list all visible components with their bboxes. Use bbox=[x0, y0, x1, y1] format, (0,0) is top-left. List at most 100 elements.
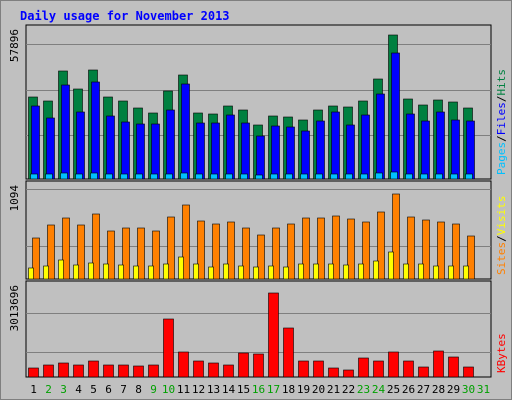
bar-kbytes-day11 bbox=[178, 351, 189, 378]
bar-sites-day11 bbox=[182, 204, 190, 280]
bar-sites-day18 bbox=[287, 223, 295, 280]
x-tick-label: 10 bbox=[162, 383, 175, 396]
bar-visits-day12 bbox=[193, 263, 199, 280]
x-tick-label: 9 bbox=[150, 383, 157, 396]
x-tick-label: 5 bbox=[90, 383, 97, 396]
bar-visits-day4 bbox=[73, 264, 79, 280]
axis-label-kbytes: KBytes bbox=[495, 333, 508, 373]
bar-sites-day4 bbox=[77, 224, 85, 280]
x-tick-label: 14 bbox=[222, 383, 236, 396]
bar-sites-day15 bbox=[242, 227, 250, 280]
bar-kbytes-day12 bbox=[193, 360, 204, 378]
x-tick-label: 26 bbox=[402, 383, 415, 396]
bar-kbytes-day17 bbox=[268, 292, 279, 378]
bar-files-day29 bbox=[451, 119, 460, 180]
bar-kbytes-day13 bbox=[208, 362, 219, 378]
bar-visits-day22 bbox=[343, 264, 349, 280]
bar-pages-day20 bbox=[315, 173, 323, 180]
bar-visits-day28 bbox=[433, 265, 439, 280]
bar-files-day24 bbox=[376, 93, 385, 180]
bar-pages-day8 bbox=[135, 173, 143, 180]
bar-files-day1 bbox=[31, 105, 40, 180]
x-tick-label: 3 bbox=[60, 383, 67, 396]
x-tick-label: 31 bbox=[477, 383, 490, 396]
bar-sites-day8 bbox=[137, 227, 145, 280]
bar-files-day8 bbox=[136, 123, 145, 180]
bar-visits-day1 bbox=[28, 267, 34, 280]
bar-visits-day7 bbox=[118, 264, 124, 280]
ymax-label: 57896 bbox=[8, 29, 21, 62]
x-tick-label: 7 bbox=[120, 383, 127, 396]
bar-files-day5 bbox=[91, 81, 100, 180]
bar-sites-day9 bbox=[152, 230, 160, 280]
bar-pages-day25 bbox=[390, 171, 398, 180]
bar-visits-day26 bbox=[403, 263, 409, 280]
bar-pages-day15 bbox=[240, 173, 248, 180]
bar-kbytes-day26 bbox=[403, 360, 414, 378]
bar-sites-day23 bbox=[362, 221, 370, 280]
bar-pages-day24 bbox=[375, 172, 383, 180]
bar-files-day28 bbox=[436, 111, 445, 180]
bar-files-day7 bbox=[121, 121, 130, 180]
axis-label-hits: Hits bbox=[495, 69, 508, 96]
bar-files-day23 bbox=[361, 114, 370, 180]
x-tick-label: 8 bbox=[135, 383, 142, 396]
bar-visits-day9 bbox=[148, 265, 154, 280]
x-tick-label: 15 bbox=[237, 383, 250, 396]
bar-pages-day2 bbox=[45, 173, 53, 180]
bar-files-day3 bbox=[61, 84, 70, 180]
bar-sites-day25 bbox=[392, 193, 400, 280]
x-tick-label: 20 bbox=[312, 383, 325, 396]
bar-visits-day25 bbox=[388, 251, 394, 280]
bar-files-day26 bbox=[406, 113, 415, 180]
bar-kbytes-day3 bbox=[58, 362, 69, 378]
bar-kbytes-day10 bbox=[163, 318, 174, 378]
bar-visits-day16 bbox=[253, 266, 259, 280]
x-tick-label: 17 bbox=[267, 383, 280, 396]
bar-kbytes-day19 bbox=[298, 360, 309, 378]
bar-pages-day19 bbox=[300, 173, 308, 180]
bar-pages-day22 bbox=[345, 173, 353, 180]
bar-visits-day11 bbox=[178, 256, 184, 280]
axis-label-group: Sites/Visits bbox=[495, 196, 508, 276]
bar-kbytes-day20 bbox=[313, 360, 324, 378]
bar-visits-day3 bbox=[58, 259, 64, 280]
bar-files-day22 bbox=[346, 124, 355, 180]
bar-visits-day13 bbox=[208, 266, 214, 280]
bar-files-day21 bbox=[331, 111, 340, 180]
bar-pages-day29 bbox=[450, 173, 458, 180]
bar-kbytes-day4 bbox=[73, 364, 84, 378]
bar-kbytes-day24 bbox=[373, 360, 384, 378]
bar-pages-day6 bbox=[105, 173, 113, 180]
bar-sites-day13 bbox=[212, 223, 220, 280]
bar-kbytes-day30 bbox=[463, 366, 474, 378]
bar-files-day15 bbox=[241, 122, 250, 180]
bar-pages-day17 bbox=[270, 173, 278, 180]
bar-sites-day5 bbox=[92, 213, 100, 280]
x-tick-label: 16 bbox=[252, 383, 265, 396]
bar-pages-day1 bbox=[30, 173, 38, 180]
bar-sites-day30 bbox=[467, 235, 475, 280]
bar-pages-day28 bbox=[435, 173, 443, 180]
bar-kbytes-day22 bbox=[343, 369, 354, 378]
axis-label-pages: Pages bbox=[495, 142, 508, 175]
bar-sites-day28 bbox=[437, 221, 445, 280]
x-tick-label: 4 bbox=[75, 383, 82, 396]
bar-sites-day20 bbox=[317, 217, 325, 280]
bar-kbytes-day9 bbox=[148, 364, 159, 378]
bar-visits-day2 bbox=[43, 265, 49, 280]
bar-pages-day7 bbox=[120, 173, 128, 180]
axis-label-group: KBytes bbox=[495, 333, 508, 373]
bar-files-day19 bbox=[301, 130, 310, 180]
x-tick-label: 27 bbox=[417, 383, 430, 396]
bar-pages-day5 bbox=[90, 172, 98, 180]
bar-kbytes-day18 bbox=[283, 327, 294, 378]
axis-label-group: Pages/Files/Hits bbox=[495, 69, 508, 175]
bar-kbytes-day29 bbox=[448, 356, 459, 378]
bar-visits-day14 bbox=[223, 263, 229, 280]
bar-visits-day21 bbox=[328, 263, 334, 280]
bar-sites-day21 bbox=[332, 215, 340, 280]
bar-visits-day20 bbox=[313, 263, 319, 280]
bar-pages-day23 bbox=[360, 173, 368, 180]
